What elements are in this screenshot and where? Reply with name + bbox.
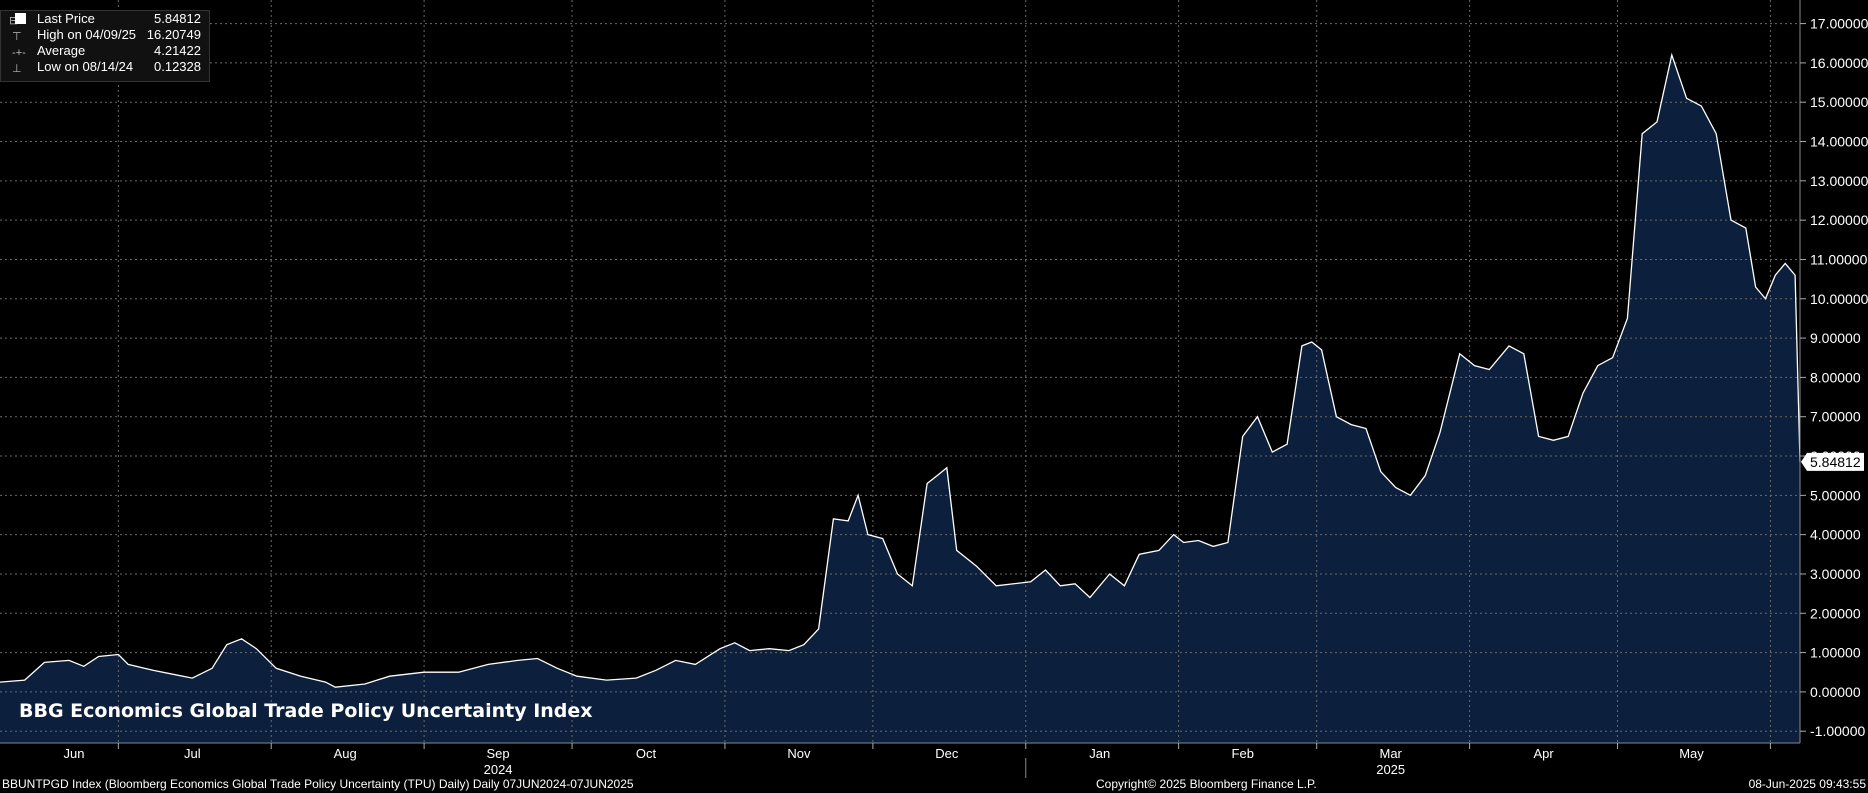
x-tick-label: Mar xyxy=(1379,746,1402,761)
high-marker-icon: ⊤ xyxy=(9,31,22,43)
y-tick-label: 16.00000 xyxy=(1810,55,1868,71)
y-tick-label: 4.00000 xyxy=(1810,527,1861,543)
legend-box: ⊟ Last Price 5.84812 ⊤ High on 04/09/25 … xyxy=(0,10,210,82)
x-year-label: 2024 xyxy=(484,762,513,777)
y-tick-label: 13.00000 xyxy=(1810,173,1868,189)
y-tick-label: 9.00000 xyxy=(1810,330,1861,346)
legend-last-price: ⊟ Last Price 5.84812 xyxy=(9,11,201,27)
average-marker-icon: -+- xyxy=(9,47,26,59)
x-tick-label: Dec xyxy=(935,746,959,761)
last-price-tag xyxy=(1801,452,1864,471)
x-tick-label: Oct xyxy=(636,746,657,761)
y-tick-label: -1.00000 xyxy=(1810,723,1865,739)
collapse-icon[interactable]: ⊟ xyxy=(9,15,19,27)
y-tick-label: 15.00000 xyxy=(1810,94,1868,110)
legend-average: -+- Average 4.21422 xyxy=(9,43,201,59)
y-tick-label: 1.00000 xyxy=(1810,645,1861,661)
x-tick-label: Aug xyxy=(334,746,357,761)
x-tick-label: Jan xyxy=(1089,746,1110,761)
legend-high: ⊤ High on 04/09/25 16.20749 xyxy=(9,27,201,43)
chart-title: BBG Economics Global Trade Policy Uncert… xyxy=(19,700,593,722)
x-tick-label: May xyxy=(1679,746,1704,761)
footer-description: BBUNTPGD Index (Bloomberg Economics Glob… xyxy=(2,777,634,791)
y-tick-label: 7.00000 xyxy=(1810,409,1861,425)
y-tick-label: 8.00000 xyxy=(1810,369,1861,385)
y-tick-label: 17.00000 xyxy=(1810,16,1868,32)
y-tick-label: 11.00000 xyxy=(1810,251,1868,267)
x-tick-label: Jul xyxy=(184,746,201,761)
last-price-tag-label: 5.84812 xyxy=(1810,454,1861,470)
low-marker-icon: ⊥ xyxy=(9,63,22,75)
legend-low: ⊥ Low on 08/14/24 0.12328 xyxy=(9,59,201,75)
y-tick-label: 12.00000 xyxy=(1810,212,1868,228)
area-fill xyxy=(0,55,1800,743)
y-tick-label: 14.00000 xyxy=(1810,134,1868,150)
x-tick-label: Nov xyxy=(787,746,811,761)
y-tick-label: 5.00000 xyxy=(1810,487,1861,503)
y-tick-label: 0.00000 xyxy=(1810,684,1861,700)
x-tick-label: Sep xyxy=(487,746,510,761)
last-price-square-icon xyxy=(15,13,26,24)
footer-timestamp: 08-Jun-2025 09:43:55 xyxy=(1748,777,1866,791)
x-tick-label: Feb xyxy=(1232,746,1254,761)
y-tick-label: 2.00000 xyxy=(1810,605,1861,621)
series-line xyxy=(0,52,1801,688)
footer-copyright: Copyright© 2025 Bloomberg Finance L.P. xyxy=(1096,777,1317,791)
y-tick-label: 3.00000 xyxy=(1810,566,1861,582)
y-tick-label: 10.00000 xyxy=(1810,291,1868,307)
x-tick-label: Apr xyxy=(1533,746,1554,761)
x-year-label: 2025 xyxy=(1376,762,1405,777)
x-tick-label: Jun xyxy=(63,746,84,761)
